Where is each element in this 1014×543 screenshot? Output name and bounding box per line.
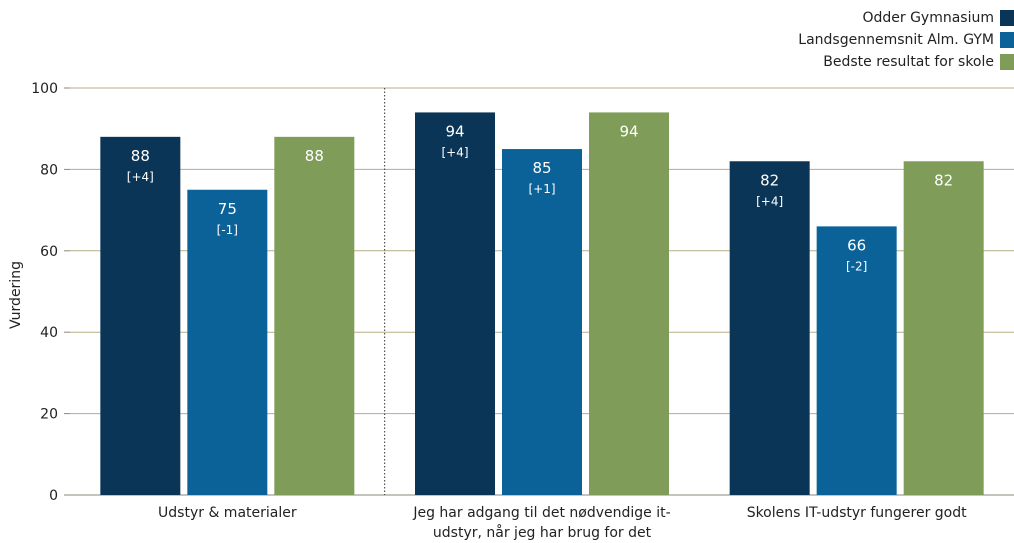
bar-change-label: [+4]: [756, 194, 783, 208]
y-tick-label: 20: [40, 407, 58, 423]
bar-value-label: 66: [847, 236, 866, 254]
bar-change-label: [-2]: [846, 259, 867, 273]
bar-value-label: 85: [532, 159, 551, 177]
y-tick-label: 60: [40, 244, 58, 260]
bar: [415, 112, 495, 496]
bar-value-label: 82: [760, 171, 779, 189]
legend-label: Bedste resultat for skole: [823, 54, 994, 70]
legend-item-bedste: Bedste resultat for skole: [594, 52, 1014, 72]
bar-change-label: [-1]: [217, 223, 238, 237]
legend-item-landsgennemsnit: Landsgennemsnit Alm. GYM: [594, 30, 1014, 50]
legend-swatch: [1000, 32, 1014, 48]
legend-label: Odder Gymnasium: [862, 10, 994, 26]
x-tick-label: Jeg har adgang til det nødvendige it-: [412, 505, 670, 521]
bar: [903, 161, 984, 495]
bar-value-label: 88: [131, 147, 150, 165]
bar-value-label: 75: [218, 200, 237, 218]
legend: Odder Gymnasium Landsgennemsnit Alm. GYM…: [594, 8, 1014, 74]
bar: [100, 136, 181, 495]
y-tick-label: 40: [40, 325, 58, 341]
bar-change-label: [+1]: [528, 182, 555, 196]
bar: [729, 161, 810, 495]
legend-swatch: [1000, 10, 1014, 26]
x-tick-label: Udstyr & materialer: [158, 505, 297, 521]
bar: [502, 149, 582, 496]
bar: [816, 226, 897, 495]
x-tick-label: udstyr, når jeg har brug for det: [433, 524, 652, 541]
bar-change-label: [+4]: [441, 145, 468, 159]
legend-item-odder: Odder Gymnasium: [594, 8, 1014, 28]
bar-value-label: 94: [619, 122, 638, 140]
bar: [187, 189, 268, 495]
bar-value-label: 88: [305, 147, 324, 165]
bar: [274, 136, 355, 495]
x-axis-labels: Udstyr & materialer Jeg har adgang til de…: [158, 505, 967, 541]
bar-value-label: 82: [934, 171, 953, 189]
y-tick-label: 100: [31, 81, 58, 97]
x-tick-label: Skolens IT-udstyr fungerer godt: [747, 505, 967, 521]
legend-label: Landsgennemsnit Alm. GYM: [798, 32, 994, 48]
y-axis-ticks: 0 20 40 60 80 100: [31, 81, 70, 504]
y-tick-label: 80: [40, 162, 58, 178]
bar-change-label: [+4]: [127, 170, 154, 184]
bar: [589, 112, 669, 496]
bar-value-label: 94: [445, 122, 464, 140]
bars: 88 [+4] 75 [-1] 88 94 [+4] 85 [+1] 94 82 [+4] 66 [-2]…: [100, 112, 984, 496]
legend-swatch: [1000, 54, 1014, 70]
y-axis-label: Vurdering: [8, 261, 24, 329]
y-tick-label: 0: [49, 488, 58, 504]
